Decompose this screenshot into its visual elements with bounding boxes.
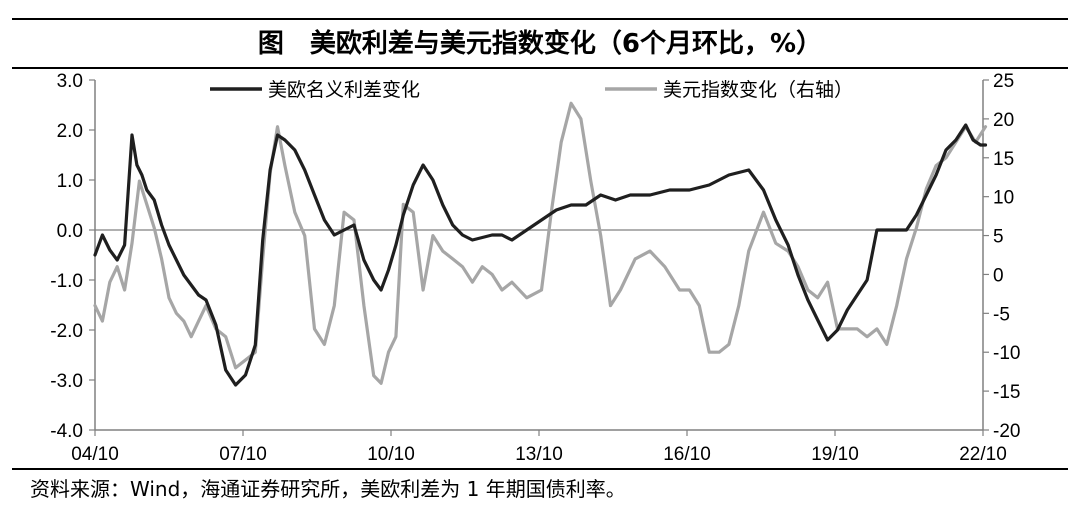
left-tick-label: -2.0 bbox=[50, 321, 83, 342]
right-tick-label: 5 bbox=[993, 227, 1004, 248]
x-tick-label: 19/10 bbox=[811, 444, 859, 465]
right-tick-label: -20 bbox=[993, 421, 1020, 442]
x-tick-label: 07/10 bbox=[219, 444, 267, 465]
series-line-dollar-index bbox=[93, 101, 988, 385]
x-tick-label: 22/10 bbox=[959, 444, 1007, 465]
left-tick-label: -1.0 bbox=[50, 271, 83, 292]
right-tick-label: 0 bbox=[993, 265, 1004, 286]
x-tick-label: 10/10 bbox=[367, 444, 415, 465]
chart-axes: 3.0 2.0 1.0 0.0 -1.0 -2.0 -3.0 -4.0 25 20 15 10 5 0 -5… bbox=[50, 71, 1020, 465]
source-note: 资料来源：Wind，海通证券研究所，美欧利差为 1 年期国债利率。 bbox=[30, 477, 626, 501]
left-tick-label: -4.0 bbox=[50, 421, 83, 442]
left-tick-label: 2.0 bbox=[57, 121, 83, 142]
right-tick-label: 25 bbox=[993, 71, 1014, 92]
series-line-spread bbox=[93, 123, 988, 387]
title-rule bbox=[12, 67, 1068, 69]
x-tick-label: 04/10 bbox=[71, 444, 119, 465]
top-rule bbox=[12, 18, 1068, 20]
left-tick-label: 0.0 bbox=[57, 221, 83, 242]
x-tick-label: 13/10 bbox=[515, 444, 563, 465]
right-tick-label: -15 bbox=[993, 382, 1020, 403]
right-tick-label: 15 bbox=[993, 149, 1014, 170]
series-layer bbox=[93, 101, 988, 387]
legend-label-dollar-index: 美元指数变化（右轴） bbox=[663, 79, 853, 101]
legend-label-spread: 美欧名义利差变化 bbox=[268, 79, 420, 101]
right-tick-label: -10 bbox=[993, 343, 1020, 364]
left-tick-label: 3.0 bbox=[57, 71, 83, 92]
chart-legend: 美欧名义利差变化 美元指数变化（右轴） bbox=[210, 79, 853, 101]
left-tick-label: 1.0 bbox=[57, 171, 83, 192]
chart-title: 图 美欧利差与美元指数变化（6个月环比，%） bbox=[257, 29, 823, 59]
left-tick-label: -3.0 bbox=[50, 371, 83, 392]
right-tick-label: 10 bbox=[993, 188, 1014, 209]
x-tick-label: 16/10 bbox=[663, 444, 711, 465]
line-chart: 3.0 2.0 1.0 0.0 -1.0 -2.0 -3.0 -4.0 25 20 15 10 5 0 -5… bbox=[50, 71, 1020, 465]
right-tick-label: 20 bbox=[993, 110, 1014, 131]
right-tick-label: -5 bbox=[993, 304, 1010, 325]
bottom-rule bbox=[12, 468, 1068, 470]
